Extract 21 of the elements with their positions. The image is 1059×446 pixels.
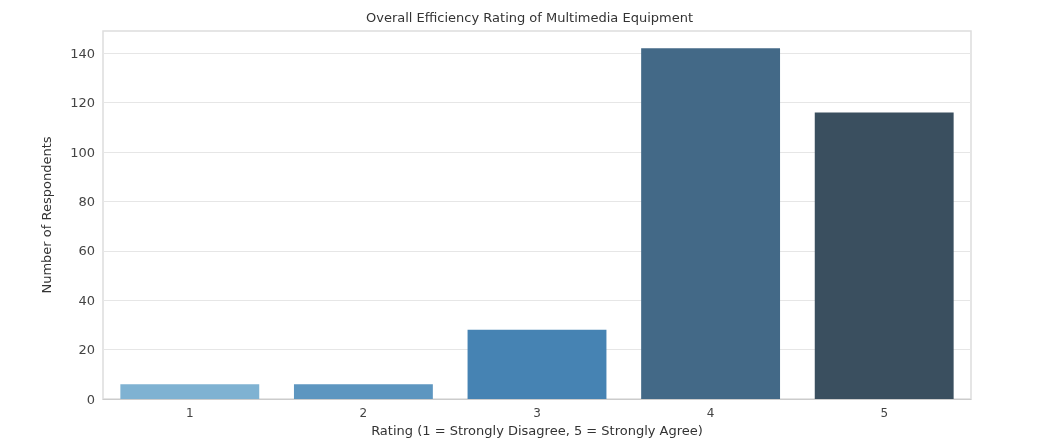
x-tick-label: 4 <box>706 406 715 420</box>
bar <box>641 48 781 399</box>
y-tick-label: 60 <box>78 243 95 259</box>
y-tick-label: 120 <box>70 95 95 111</box>
x-tick-label: 3 <box>533 406 541 420</box>
y-tick-label: 20 <box>78 342 95 358</box>
x-tick-label: 1 <box>185 406 194 420</box>
bar <box>814 112 954 399</box>
bar <box>120 384 260 399</box>
x-tick-label: 2 <box>359 406 368 420</box>
y-tick-label: 0 <box>86 391 95 407</box>
x-axis-title: Rating (1 = Strongly Disagree, 5 = Strongly Agree) <box>371 422 703 438</box>
y-axis-title: Number of Respondents <box>39 136 54 294</box>
bar <box>467 329 607 399</box>
y-tick-label: 40 <box>78 292 95 308</box>
y-tick-label: 80 <box>78 193 95 209</box>
x-tick-label: 5 <box>880 406 889 420</box>
bar <box>293 384 433 399</box>
y-tick-label: 140 <box>70 45 95 61</box>
chart-title: Overall Efficiency Rating of Multimedia Equipment <box>365 10 694 25</box>
y-tick-label: 100 <box>70 144 95 160</box>
